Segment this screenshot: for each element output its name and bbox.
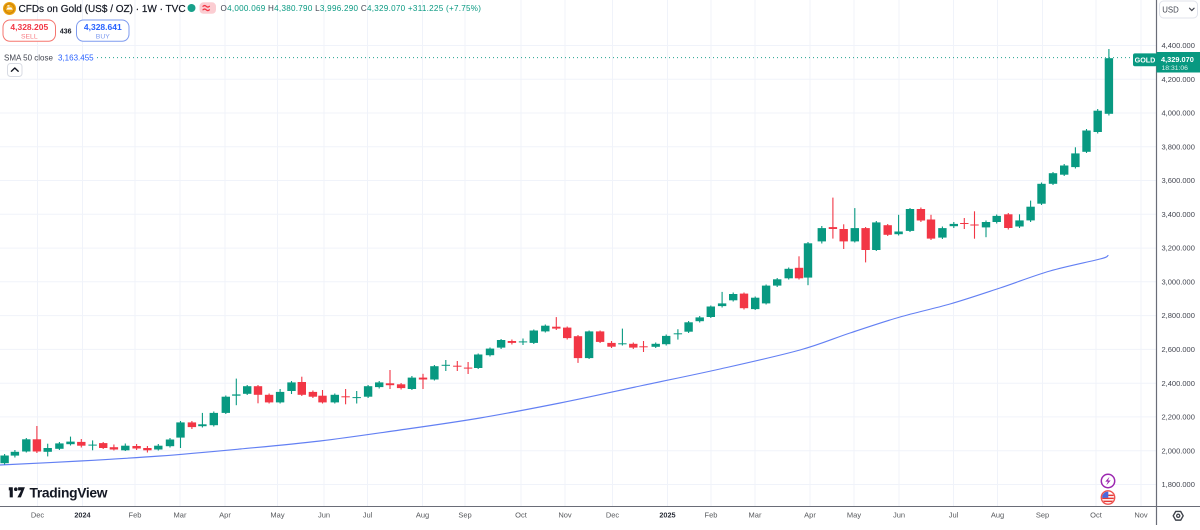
svg-text:USD: USD [1162, 6, 1179, 15]
svg-text:3,200.000: 3,200.000 [1162, 244, 1195, 253]
svg-text:4,200.000: 4,200.000 [1162, 75, 1195, 84]
svg-text:2025: 2025 [659, 511, 675, 520]
svg-text:2,800.000: 2,800.000 [1162, 311, 1195, 320]
svg-text:Jun: Jun [318, 511, 330, 520]
svg-text:Feb: Feb [129, 511, 142, 520]
svg-text:Aug: Aug [991, 511, 1004, 520]
svg-text:GOLD: GOLD [1135, 56, 1156, 65]
svg-text:2,000.000: 2,000.000 [1162, 446, 1195, 455]
svg-text:Apr: Apr [804, 511, 816, 520]
svg-text:Oct: Oct [1090, 511, 1103, 520]
svg-text:3,000.000: 3,000.000 [1162, 277, 1195, 286]
svg-text:3,800.000: 3,800.000 [1162, 142, 1195, 151]
svg-text:May: May [270, 511, 284, 520]
svg-text:TradingView: TradingView [30, 485, 108, 500]
svg-text:O4,000.069 H4,380.790 L3,996.2: O4,000.069 H4,380.790 L3,996.290 C4,329.… [221, 4, 482, 13]
svg-text:2024: 2024 [74, 511, 91, 520]
svg-text:Aug: Aug [416, 511, 429, 520]
svg-text:18:31:06: 18:31:06 [1162, 65, 1189, 72]
svg-text:Jul: Jul [949, 511, 959, 520]
svg-text:BUY: BUY [96, 34, 110, 41]
svg-text:4,329.070: 4,329.070 [1161, 55, 1194, 64]
svg-text:4,328.641: 4,328.641 [84, 22, 122, 32]
svg-text:May: May [847, 511, 861, 520]
svg-text:Feb: Feb [705, 511, 718, 520]
svg-text:Dec: Dec [31, 511, 45, 520]
svg-text:Dec: Dec [606, 511, 620, 520]
svg-text:Nov: Nov [558, 511, 572, 520]
svg-text:4,328.205: 4,328.205 [10, 22, 48, 32]
svg-text:3,400.000: 3,400.000 [1162, 210, 1195, 219]
svg-text:Oct: Oct [515, 511, 528, 520]
svg-text:SMA 50 close: SMA 50 close [4, 54, 53, 63]
svg-text:CFDs on Gold (US$ / OZ) · 1W ·: CFDs on Gold (US$ / OZ) · 1W · TVC [19, 4, 186, 15]
svg-text:SELL: SELL [21, 34, 38, 41]
svg-text:4,000.000: 4,000.000 [1162, 109, 1195, 118]
svg-text:Jul: Jul [363, 511, 373, 520]
svg-text:Sep: Sep [1036, 511, 1049, 520]
svg-text:2,200.000: 2,200.000 [1162, 413, 1195, 422]
svg-text:Nov: Nov [1134, 511, 1148, 520]
svg-text:3,600.000: 3,600.000 [1162, 176, 1195, 185]
svg-text:1,800.000: 1,800.000 [1162, 480, 1195, 489]
svg-text:4,400.000: 4,400.000 [1162, 41, 1195, 50]
svg-text:Jun: Jun [893, 511, 905, 520]
svg-text:Mar: Mar [174, 511, 187, 520]
svg-text:436: 436 [60, 29, 72, 36]
svg-text:Mar: Mar [749, 511, 762, 520]
svg-text:Apr: Apr [219, 511, 231, 520]
svg-text:Sep: Sep [458, 511, 471, 520]
svg-text:3,163.455: 3,163.455 [58, 54, 94, 63]
svg-text:2,600.000: 2,600.000 [1162, 345, 1195, 354]
svg-text:2,400.000: 2,400.000 [1162, 379, 1195, 388]
